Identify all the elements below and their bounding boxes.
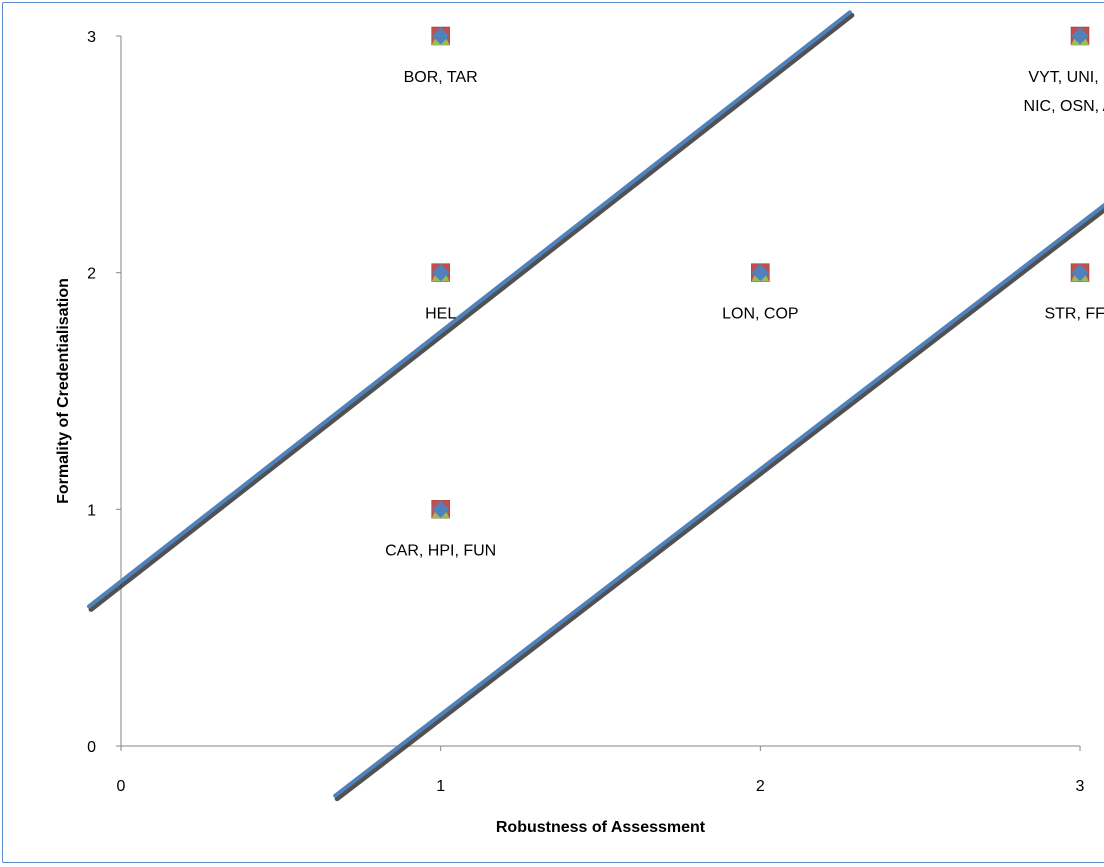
marker-diamond xyxy=(432,500,450,518)
y-tick-label: 0 xyxy=(87,739,96,756)
data-label: CAR, HPI, FUN xyxy=(385,542,496,559)
axes xyxy=(116,35,1081,751)
data-point xyxy=(1070,263,1090,282)
data-point xyxy=(431,500,450,519)
marker-diamond xyxy=(751,264,769,282)
data-markers xyxy=(431,26,1090,519)
data-label: NIC, OSN, ACC xyxy=(1024,98,1104,115)
data-label: VYT, UNI, SLI, xyxy=(1028,69,1104,86)
y-tick-label: 1 xyxy=(87,502,96,519)
x-tick-label: 3 xyxy=(1076,778,1085,795)
reference-lines xyxy=(87,10,1104,802)
x-tick-label: 2 xyxy=(756,778,765,795)
marker-diamond xyxy=(432,264,450,282)
marker-diamond xyxy=(432,27,450,45)
x-tick-labels: 0 1 2 3 xyxy=(117,778,1085,795)
data-label: HEL xyxy=(425,306,456,323)
y-tick-label: 3 xyxy=(87,29,96,46)
data-point xyxy=(751,263,770,282)
reference-line-shadow xyxy=(334,206,1104,802)
reference-line xyxy=(87,10,852,609)
data-point xyxy=(431,26,450,46)
x-tick-label: 0 xyxy=(117,778,126,795)
data-label: BOR, TAR xyxy=(404,69,478,86)
marker-diamond xyxy=(1071,27,1089,45)
x-tick-label: 1 xyxy=(436,778,445,795)
y-axis-title: Formality of Credentialisation xyxy=(55,278,72,504)
reference-line-shadow xyxy=(88,12,855,612)
data-point xyxy=(1070,26,1090,46)
data-label: LON, COP xyxy=(722,306,798,323)
reference-line xyxy=(333,202,1104,798)
data-point xyxy=(431,263,450,282)
data-label: STR, FFE xyxy=(1044,306,1104,323)
y-tick-labels: 0 1 2 3 xyxy=(87,29,96,756)
data-labels: BOR, TAR HEL CAR, HPI, FUN LON, COP VYT, UNI… xyxy=(385,69,1104,559)
marker-diamond xyxy=(1071,264,1089,282)
y-tick-label: 2 xyxy=(87,266,96,283)
x-axis-title: Robustness of Assessment xyxy=(496,819,706,836)
